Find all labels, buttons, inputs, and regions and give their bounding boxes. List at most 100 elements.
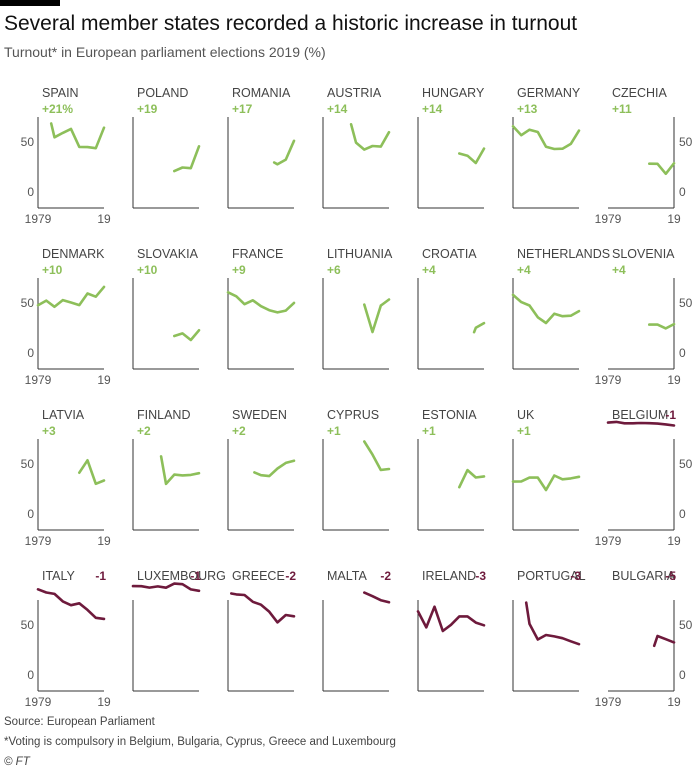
x-tick-end-bulgaria: 19	[667, 695, 681, 709]
footnote: *Voting is compulsory in Belgium, Bulgar…	[4, 736, 396, 748]
panel-change-luxembourg: -1	[190, 569, 201, 583]
panel-change-denmark: +10	[42, 263, 63, 277]
series-line-sweden	[253, 459, 296, 478]
series-line-italy	[36, 587, 106, 621]
panel-change-malta: -2	[380, 569, 391, 583]
y-tick-50-denmark: 50	[21, 296, 35, 310]
panel-name-poland: POLAND	[137, 86, 188, 100]
series-line-latvia	[78, 458, 106, 486]
y-tick-0-slovenia: 0	[679, 346, 686, 360]
x-tick-start-spain: 1979	[25, 212, 52, 226]
x-tick-start-slovenia: 1979	[595, 373, 622, 387]
panel-change-slovakia: +10	[137, 263, 158, 277]
brand-bar	[0, 0, 60, 6]
panel-change-netherlands: +4	[517, 263, 531, 277]
x-tick-start-czechia: 1979	[595, 212, 622, 226]
panel-change-germany: +13	[517, 102, 538, 116]
panel-name-italy: ITALY	[42, 569, 76, 583]
panel-name-spain: SPAIN	[42, 86, 79, 100]
series-line-denmark	[36, 285, 106, 309]
x-tick-start-bulgaria: 1979	[595, 695, 622, 709]
panel-name-bulgaria: BULGARIA	[612, 569, 676, 583]
y-tick-50-czechia: 50	[679, 135, 693, 149]
series-line-malta	[362, 591, 391, 604]
series-line-estonia	[457, 468, 486, 489]
panel-name-germany: GERMANY	[517, 86, 581, 100]
panel-change-bulgaria: -5	[665, 569, 676, 583]
panel-name-cyprus: CYPRUS	[327, 408, 379, 422]
x-tick-end-italy: 19	[97, 695, 111, 709]
y-tick-50-bulgaria: 50	[679, 618, 693, 632]
panel-name-luxembourg: LUXEMBOURG	[137, 569, 226, 583]
y-tick-0-italy: 0	[27, 668, 34, 682]
y-tick-0-czechia: 0	[679, 185, 686, 199]
credit: © FT	[4, 756, 30, 768]
panel-name-latvia: LATVIA	[42, 408, 85, 422]
panel-name-denmark: DENMARK	[42, 247, 105, 261]
panel-change-ireland: -3	[475, 569, 486, 583]
panel-name-france: FRANCE	[232, 247, 283, 261]
series-line-greece	[230, 592, 296, 624]
panel-change-spain: +21%	[42, 102, 73, 116]
series-line-hungary	[457, 147, 486, 165]
panel-name-romania: ROMANIA	[232, 86, 291, 100]
series-line-germany	[511, 125, 581, 151]
panel-name-portugal: PORTUGAL	[517, 569, 586, 583]
panel-name-greece: GREECE	[232, 569, 285, 583]
x-tick-start-latvia: 1979	[25, 534, 52, 548]
series-line-netherlands	[511, 293, 581, 325]
y-tick-0-latvia: 0	[27, 507, 34, 521]
chart-title: Several member states recorded a histori…	[4, 12, 578, 35]
panel-name-czechia: CZECHIA	[612, 86, 668, 100]
panel-name-finland: FINLAND	[137, 408, 190, 422]
panel-change-italy: -1	[95, 569, 106, 583]
series-line-france	[226, 290, 296, 314]
x-tick-end-czechia: 19	[667, 212, 681, 226]
series-line-uk	[511, 474, 581, 492]
panel-name-slovakia: SLOVAKIA	[137, 247, 199, 261]
y-tick-0-denmark: 0	[27, 346, 34, 360]
series-line-finland	[159, 455, 201, 486]
panel-change-sweden: +2	[232, 424, 246, 438]
y-tick-50-latvia: 50	[21, 457, 35, 471]
x-tick-end-latvia: 19	[97, 534, 111, 548]
panel-name-malta: MALTA	[327, 569, 367, 583]
panel-change-portugal: -3	[570, 569, 581, 583]
panel-name-estonia: ESTONIA	[422, 408, 477, 422]
x-tick-start-belgium: 1979	[595, 534, 622, 548]
panel-change-romania: +17	[232, 102, 253, 116]
panel-change-poland: +19	[137, 102, 158, 116]
panel-change-finland: +2	[137, 424, 151, 438]
panel-name-austria: AUSTRIA	[327, 86, 382, 100]
panel-change-hungary: +14	[422, 102, 443, 116]
panel-change-latvia: +3	[42, 424, 56, 438]
panel-name-netherlands: NETHERLANDS	[517, 247, 610, 261]
series-line-lithuania	[362, 298, 391, 334]
y-tick-50-slovenia: 50	[679, 296, 693, 310]
panel-name-ireland: IRELAND	[422, 569, 476, 583]
y-tick-0-bulgaria: 0	[679, 668, 686, 682]
panel-change-lithuania: +6	[327, 263, 341, 277]
panel-change-greece: -2	[285, 569, 296, 583]
panel-change-france: +9	[232, 263, 246, 277]
series-line-bulgaria	[652, 634, 676, 648]
y-tick-0-spain: 0	[27, 185, 34, 199]
panel-change-estonia: +1	[422, 424, 436, 438]
y-tick-50-belgium: 50	[679, 457, 693, 471]
panel-change-austria: +14	[327, 102, 348, 116]
panel-change-belgium: -1	[665, 408, 676, 422]
series-line-romania	[272, 139, 296, 166]
y-tick-0-belgium: 0	[679, 507, 686, 521]
panel-change-croatia: +4	[422, 263, 436, 277]
series-line-czechia	[647, 162, 676, 176]
panel-name-uk: UK	[517, 408, 535, 422]
series-line-belgium	[606, 420, 676, 427]
series-line-poland	[173, 145, 201, 173]
y-tick-50-italy: 50	[21, 618, 35, 632]
panel-name-slovenia: SLOVENIA	[612, 247, 675, 261]
chart-subtitle: Turnout* in European parliament election…	[4, 44, 326, 60]
panel-name-sweden: SWEDEN	[232, 408, 287, 422]
series-line-luxembourg	[131, 582, 201, 593]
panel-name-hungary: HUNGARY	[422, 86, 485, 100]
